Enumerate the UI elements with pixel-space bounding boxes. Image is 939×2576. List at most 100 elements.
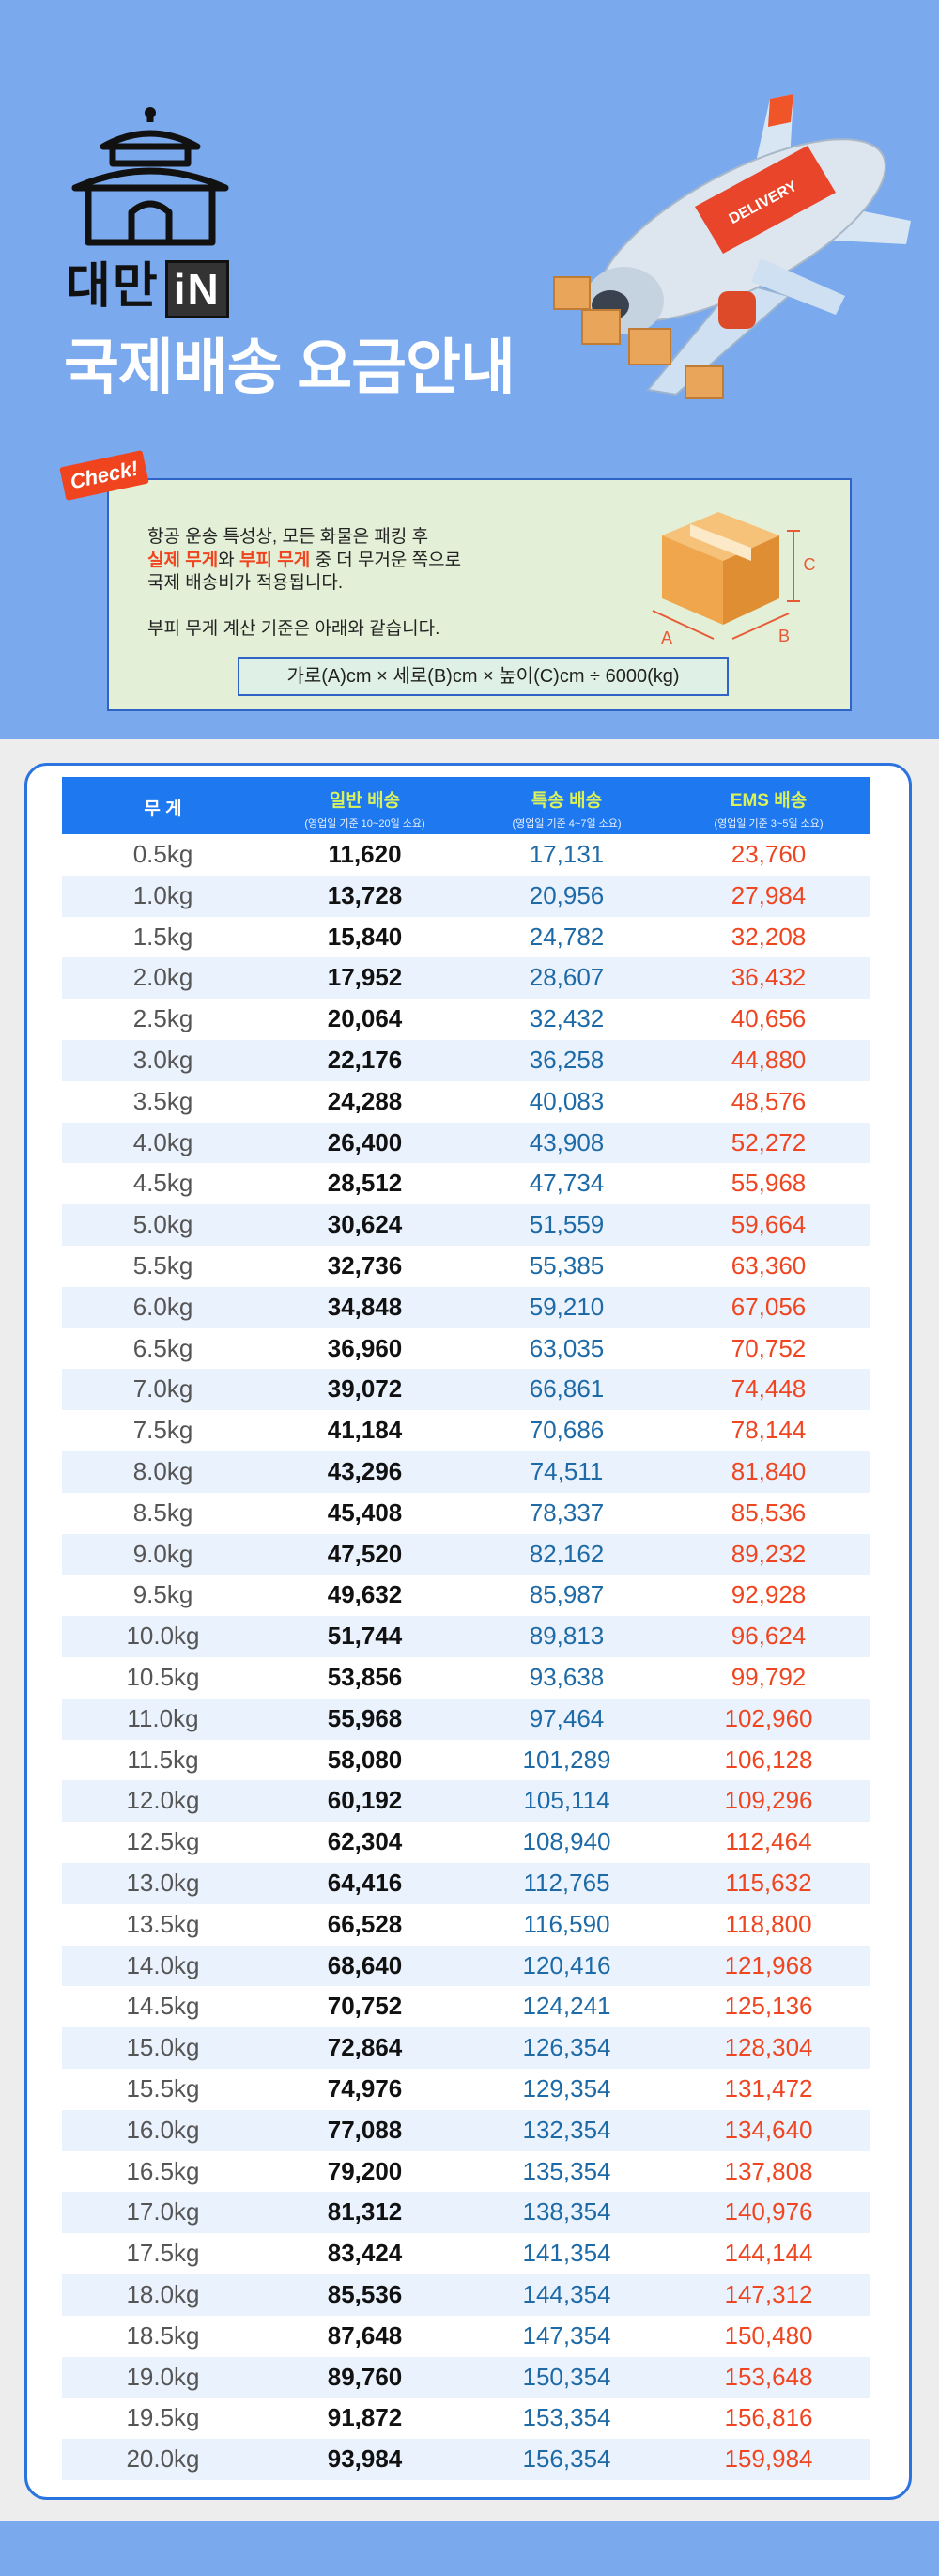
table-row: 2.0kg 17,952 28,607 36,432 (62, 957, 870, 1000)
table-cell: 124,241 (522, 1992, 611, 2021)
table-cell: 156,816 (724, 2403, 813, 2432)
header-cell: 무 게 (62, 777, 264, 834)
table-cell: 14.5kg (126, 1992, 200, 2021)
table-cell: 23,760 (731, 840, 807, 868)
table-cell: 66,528 (327, 1909, 403, 1938)
table-cell: 12.0kg (126, 1786, 200, 1815)
table-cell: 150,354 (522, 2362, 611, 2391)
table-cell: 101,289 (522, 1745, 611, 1774)
table-cell: 140,976 (724, 2197, 813, 2227)
table-row: 14.5kg 70,752 124,241 125,136 (62, 1986, 870, 2027)
table-cell: 27,984 (731, 880, 807, 909)
column-subtitle: (영업일 기준 10~20일 소요) (304, 818, 425, 830)
table-row: 19.0kg 89,760 150,354 153,648 (62, 2356, 870, 2398)
table-cell: 36,432 (731, 963, 807, 992)
table-cell: 4.5kg (132, 1169, 193, 1198)
table-header: 무 게 일반 배송 (영업일 기준 10~20일 소요) 특송 배송 (영업일 기준 4… (62, 777, 870, 834)
table-cell: 17,952 (327, 963, 403, 992)
table-cell: 22,176 (327, 1046, 403, 1074)
table-row: 16.5kg 79,200 135,354 137,808 (62, 2151, 870, 2193)
table-cell: 0.5kg (132, 840, 193, 868)
table-cell: 118,800 (725, 1909, 812, 1938)
table-cell: 39,072 (327, 1374, 403, 1404)
table-cell: 109,296 (724, 1786, 813, 1815)
table-cell: 55,968 (327, 1703, 403, 1732)
table-cell: 70,752 (327, 1992, 403, 2021)
box-illustration: C A B (652, 512, 816, 647)
table-cell: 102,960 (724, 1703, 813, 1732)
table-cell: 55,385 (529, 1251, 605, 1280)
table-row: 6.0kg 34,848 59,210 67,056 (62, 1286, 870, 1328)
table-cell: 89,813 (529, 1622, 605, 1651)
table-cell: 96,624 (731, 1622, 807, 1651)
table-cell: 115,632 (725, 1869, 812, 1897)
table-cell: 141,354 (522, 2239, 611, 2268)
header-cell: 일반 배송 (영업일 기준 10~20일 소요) (264, 777, 466, 834)
table-cell: 156,354 (522, 2444, 611, 2474)
table-cell: 1.5kg (132, 922, 193, 951)
table-cell: 19.5kg (126, 2403, 200, 2432)
header-cell: EMS 배송 (영업일 기준 3~5일 소요) (668, 777, 870, 834)
table-row: 18.0kg 85,536 144,354 147,312 (62, 2274, 870, 2316)
column-title: 무 게 (144, 799, 182, 819)
column-subtitle: (영업일 기준 4~7일 소요) (512, 818, 622, 830)
table-cell: 24,782 (529, 922, 605, 951)
table-cell: 36,258 (529, 1046, 605, 1074)
table-cell: 8.0kg (132, 1457, 193, 1485)
table-row: 0.5kg 11,620 17,131 23,760 (62, 834, 870, 876)
table-cell: 36,960 (327, 1333, 403, 1362)
table-cell: 144,144 (724, 2239, 813, 2268)
table-cell: 24,288 (327, 1086, 403, 1115)
table-row: 9.5kg 49,632 85,987 92,928 (62, 1575, 870, 1616)
table-cell: 138,354 (522, 2197, 611, 2227)
table-cell: 18.5kg (126, 2320, 200, 2350)
table-row: 8.5kg 45,408 78,337 85,536 (62, 1493, 870, 1534)
table-cell: 3.5kg (132, 1086, 193, 1115)
table-cell: 51,559 (529, 1210, 605, 1239)
table-cell: 16.0kg (126, 2115, 200, 2144)
table-cell: 120,416 (522, 1950, 611, 1979)
table-cell: 105,114 (523, 1786, 610, 1815)
table-row: 16.0kg 77,088 132,354 134,640 (62, 2109, 870, 2151)
table-row: 2.5kg 20,064 32,432 40,656 (62, 999, 870, 1040)
table-cell: 17.5kg (126, 2239, 200, 2268)
table-cell: 8.5kg (132, 1497, 193, 1527)
table-cell: 47,520 (327, 1539, 403, 1568)
table-cell: 60,192 (327, 1786, 403, 1815)
table-cell: 34,848 (327, 1292, 403, 1321)
table-cell: 26,400 (327, 1127, 403, 1156)
table-cell: 89,232 (731, 1539, 807, 1568)
table-cell: 13.5kg (126, 1909, 200, 1938)
table-cell: 121,968 (724, 1950, 813, 1979)
table-cell: 82,162 (529, 1539, 605, 1568)
table-cell: 40,656 (731, 1004, 807, 1033)
table-row: 4.5kg 28,512 47,734 55,968 (62, 1163, 870, 1204)
table-cell: 85,536 (327, 2280, 403, 2308)
table-cell: 49,632 (327, 1580, 403, 1609)
table-cell: 112,464 (725, 1827, 812, 1856)
table-cell: 51,744 (327, 1622, 403, 1651)
table-cell: 28,512 (327, 1169, 403, 1198)
table-cell: 58,080 (327, 1745, 403, 1774)
table-row: 3.0kg 22,176 36,258 44,880 (62, 1040, 870, 1081)
dim-label: A (661, 628, 672, 647)
table-cell: 92,928 (731, 1580, 807, 1609)
highlight: 실제 무게 (147, 551, 219, 570)
table-cell: 78,337 (529, 1497, 605, 1527)
table-cell: 147,312 (724, 2280, 813, 2308)
table-row: 10.5kg 53,856 93,638 99,792 (62, 1657, 870, 1699)
table-cell: 74,976 (327, 2074, 403, 2103)
table-cell: 7.5kg (132, 1416, 193, 1445)
table-row: 15.0kg 72,864 126,354 128,304 (62, 2027, 870, 2069)
table-cell: 44,880 (731, 1046, 807, 1074)
table-row: 12.5kg 62,304 108,940 112,464 (62, 1822, 870, 1863)
table-cell: 19.0kg (126, 2362, 200, 2391)
table-cell: 52,272 (731, 1127, 807, 1156)
table-cell: 55,968 (731, 1169, 807, 1198)
table-cell: 74,448 (731, 1374, 807, 1404)
column-title: EMS 배송 (730, 791, 808, 811)
table-cell: 7.0kg (132, 1374, 193, 1404)
table-cell: 15,840 (327, 922, 403, 951)
notice-line: 부피 무게 계산 기준은 아래와 같습니다. (147, 619, 440, 639)
table-cell: 72,864 (327, 2033, 403, 2062)
